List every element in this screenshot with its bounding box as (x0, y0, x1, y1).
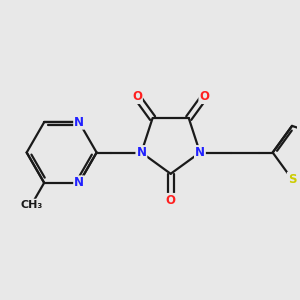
Text: O: O (166, 194, 176, 207)
Text: N: N (136, 146, 146, 159)
Text: O: O (132, 90, 142, 103)
Text: CH₃: CH₃ (20, 200, 43, 210)
Text: N: N (195, 146, 205, 159)
Text: N: N (74, 116, 84, 129)
Text: N: N (74, 176, 84, 189)
Text: S: S (288, 172, 296, 186)
Text: O: O (200, 90, 209, 103)
